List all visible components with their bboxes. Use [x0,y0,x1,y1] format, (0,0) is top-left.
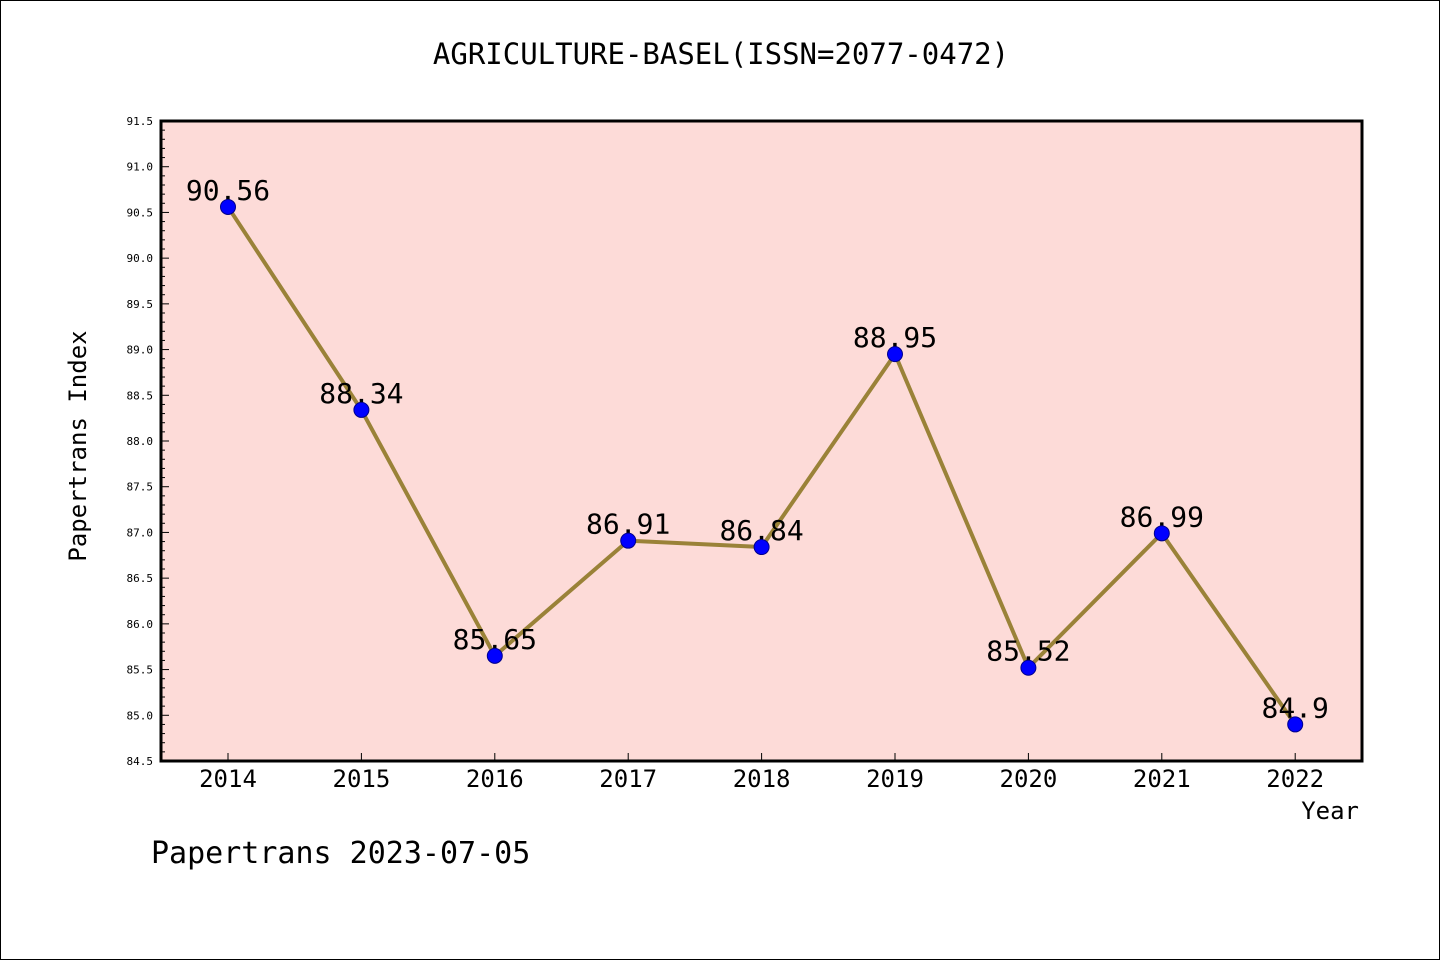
plot-background [161,121,1362,761]
footer-note: Papertrans 2023-07-05 [151,836,531,871]
y-tick-label: 87.0 [127,526,154,539]
y-tick-label: 91.5 [127,115,154,128]
y-tick-label: 88.5 [127,389,154,402]
x-tick-label: 2015 [333,765,391,793]
y-tick-label: 91.0 [127,161,154,174]
y-tick-label: 89.5 [127,298,154,311]
plot-frame [159,119,1364,763]
x-tick-label: 2018 [733,765,791,793]
y-tick-label: 87.5 [127,481,154,494]
data-point [1287,716,1304,733]
data-point [353,401,370,418]
y-tick-label: 85.5 [127,664,154,677]
y-tick-label: 89.0 [127,344,154,357]
y-tick-label: 90.5 [127,206,154,219]
data-point [220,198,236,215]
y-tick-label: 86.5 [127,572,154,585]
x-axis-label: Year [1301,797,1359,825]
y-tick-label: 85.0 [127,709,154,722]
data-point [620,532,637,549]
y-tick-label: 84.5 [127,755,154,768]
x-tick-label: 2022 [1266,765,1324,793]
x-tick-label: 2021 [1133,765,1191,793]
x-tick-label: 2020 [1000,765,1058,793]
y-tick-label: 86.0 [127,618,154,631]
data-point [1153,525,1170,542]
x-tick-label: 2019 [866,765,924,793]
chart-title: AGRICULTURE-BASEL(ISSN=2077-0472) [432,37,1010,71]
x-tick-label: 2016 [466,765,524,793]
x-tick-label: 2014 [199,765,257,793]
data-point [887,346,903,363]
data-point [753,539,770,556]
data-point [1020,659,1037,676]
data-point [486,647,503,664]
y-tick-label: 88.0 [127,435,154,448]
x-tick-label: 2017 [599,765,657,793]
y-tick-label: 90.0 [127,252,154,265]
